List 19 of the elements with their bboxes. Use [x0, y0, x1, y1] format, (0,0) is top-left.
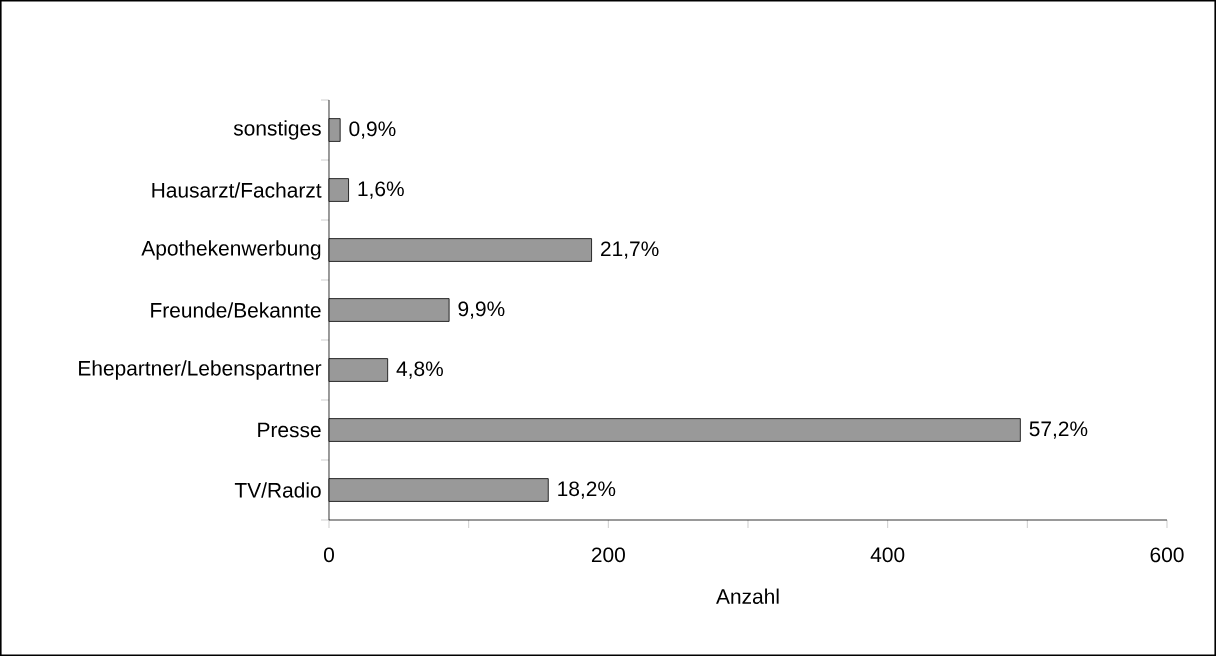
y-tick-label: Ehepartner/Lebenspartner	[79, 360, 322, 380]
y-tick-label: sonstiges	[233, 120, 321, 140]
annotation: 9,9%	[458, 301, 505, 319]
x-axis-title: Anzahl	[716, 588, 779, 604]
x-tick-label: 600	[1150, 547, 1184, 563]
annotation: 1,6%	[358, 181, 404, 199]
annotation: 4,8%	[396, 361, 443, 379]
annotation: 21,7%	[601, 241, 659, 259]
y-tick-label: Hausarzt/Facharzt	[152, 182, 322, 198]
y-tick-label: TV/Radio	[234, 482, 321, 498]
y-tick-label: Apothekenwerbung	[141, 240, 321, 260]
x-tick-label: 400	[870, 547, 905, 563]
annotation: 57,2%	[1029, 421, 1088, 439]
y-tick-label: Presse	[258, 422, 321, 438]
annotation: 18,2%	[558, 481, 616, 499]
annotation: 0,9%	[349, 121, 396, 139]
x-tick-label: 0	[323, 547, 334, 563]
y-tick-label: Freunde/Bekannte	[151, 302, 321, 318]
x-tick-label: 200	[591, 547, 625, 563]
